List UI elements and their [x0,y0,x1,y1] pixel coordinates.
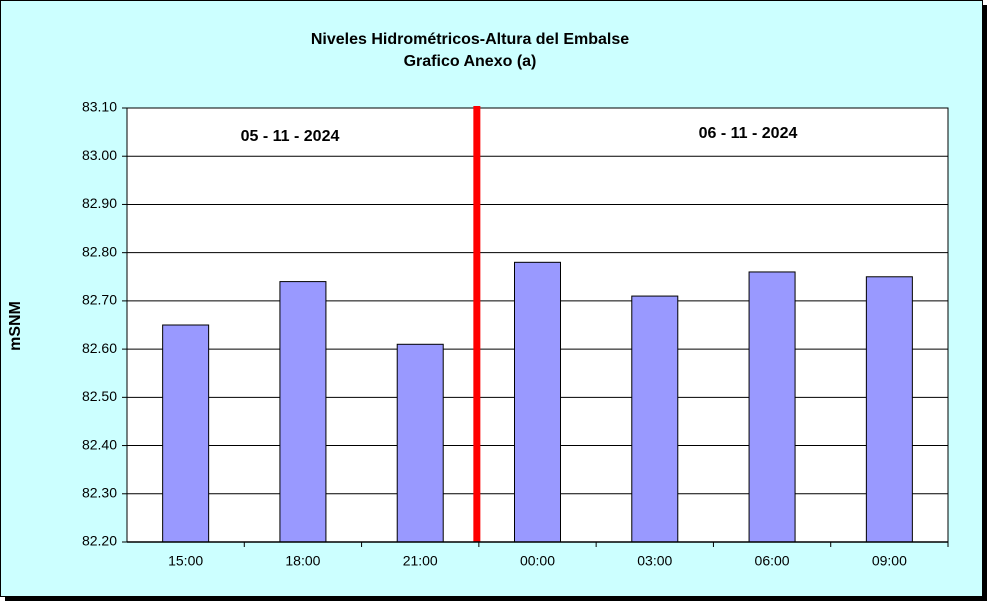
y-tick-label: 82.90 [82,195,117,211]
bar [748,271,796,543]
bar [865,276,913,543]
y-tick-label: 83.10 [82,99,117,115]
y-tick-label: 82.30 [82,484,117,500]
y-tick-label: 83.00 [82,147,117,163]
annotation: 05 - 11 - 2024 [241,128,340,145]
chart-subtitle: Grafico Anexo (a) [404,53,537,70]
y-tick-label: 82.40 [82,436,117,452]
y-tick-label: 82.70 [82,292,117,308]
bar [162,324,210,543]
x-tick-label: 21:00 [403,553,438,569]
bar [396,343,444,543]
chart-title: Niveles Hidrométricos-Altura del Embalse [311,31,629,48]
y-axis-label: mSNM [7,301,24,351]
y-tick-label: 82.80 [82,243,117,259]
x-tick-label: 06:00 [755,553,790,569]
x-tick-label: 03:00 [637,553,672,569]
x-tick-label: 15:00 [168,553,203,569]
y-tick-label: 82.20 [82,533,117,549]
bar [514,261,561,543]
annotation: 06 - 11 - 2024 [699,125,798,142]
y-tick-label: 82.60 [82,340,117,356]
x-tick-label: 00:00 [520,553,555,569]
x-tick-label: 18:00 [285,553,320,569]
bar [631,295,679,543]
x-tick-label: 09:00 [872,553,907,569]
bar [279,281,327,543]
y-tick-label: 82.50 [82,388,117,404]
